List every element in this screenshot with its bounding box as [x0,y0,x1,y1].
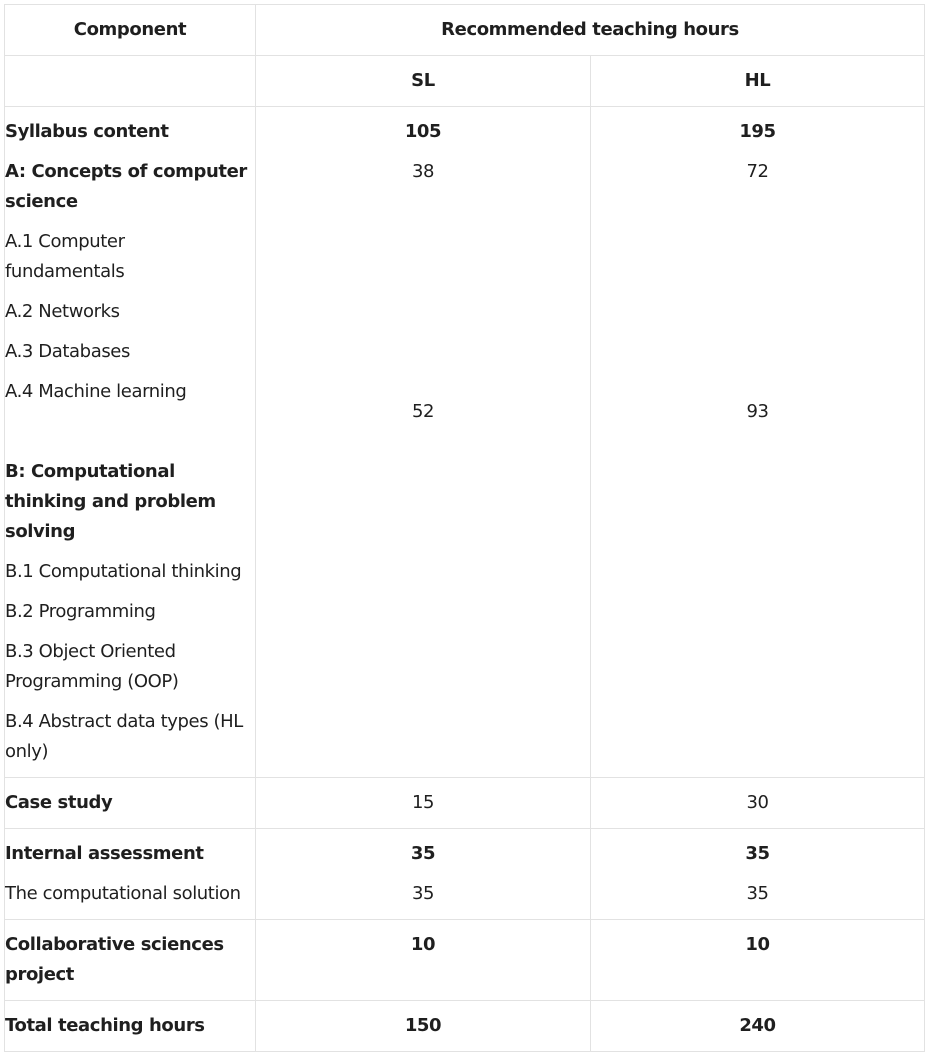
theme-b-label: B: Computational thinking and problem so… [5,461,216,542]
subheader-empty [4,55,256,107]
internal-assessment-sl-value: 35 [410,843,436,864]
header-row: Component Recommended teaching hours [4,4,925,56]
computational-solution-sl-value: 35 [411,883,435,904]
collaborative-project-sl-cell: 10 [255,919,591,1001]
header-hl-label: HL [744,70,771,91]
case-study-hl-value: 30 [746,792,769,813]
internal-assessment-sl-cell: 35 35 [255,828,591,920]
syllabus-sl-cell: 105 38 52 [255,106,591,778]
total-label: Total teaching hours [5,1015,205,1036]
case-study-cell: Case study [4,777,256,829]
topic-a3: A.3 Databases [5,341,130,362]
collaborative-project-hl-cell: 10 [590,919,925,1001]
topic-b3: B.3 Object Oriented Programming (OOP) [5,641,179,692]
header-recommended-label: Recommended teaching hours [441,19,739,40]
collaborative-project-label: Collaborative sciences project [5,934,224,985]
topic-a4: A.4 Machine learning [5,381,187,402]
collaborative-project-cell: Collaborative sciences project [4,919,256,1001]
internal-assessment-label: Internal assessment [5,843,204,864]
total-hl-cell: 240 [590,1000,925,1052]
topic-a2: A.2 Networks [5,301,120,322]
internal-assessment-cell: Internal assessment The computational so… [4,828,256,920]
total-hl-value: 240 [739,1015,776,1036]
case-study-sl-cell: 15 [255,777,591,829]
header-component-label: Component [73,19,187,40]
syllabus-content-label: Syllabus content [5,121,169,142]
topic-b2: B.2 Programming [5,601,156,622]
topic-a1: A.1 Computer fundamentals [5,231,125,282]
theme-a-sl-value: 38 [411,161,435,182]
syllabus-content-cell: Syllabus content A: Concepts of computer… [4,106,256,778]
collaborative-project-sl-value: 10 [410,934,436,955]
topic-b4: B.4 Abstract data types (HL only) [5,711,243,762]
total-sl-value: 150 [404,1015,442,1036]
teaching-hours-table: Component Recommended teaching hours SL … [4,4,925,1052]
total-cell: Total teaching hours [4,1000,256,1052]
case-study-row: Case study 15 30 [4,777,925,829]
syllabus-hl-cell: 195 72 93 [590,106,925,778]
computational-solution-label: The computational solution [5,883,241,904]
syllabus-hl-value: 195 [739,121,776,142]
theme-spacer [5,417,247,457]
header-sl-label: SL [411,70,435,91]
internal-assessment-hl-value: 35 [745,843,770,864]
collaborative-project-row: Collaborative sciences project 10 10 [4,919,925,1001]
theme-b-hl-value: 93 [746,401,769,422]
internal-assessment-row: Internal assessment The computational so… [4,828,925,920]
case-study-label: Case study [5,792,113,813]
syllabus-content-row: Syllabus content A: Concepts of computer… [4,106,925,778]
subheader-row: SL HL [4,55,925,107]
header-recommended-hours: Recommended teaching hours [255,4,925,56]
header-hl: HL [590,55,925,107]
case-study-hl-cell: 30 [590,777,925,829]
theme-a-hl-value: 72 [746,161,769,182]
syllabus-sl-value: 105 [404,121,442,142]
collaborative-project-hl-value: 10 [745,934,770,955]
header-sl: SL [255,55,591,107]
internal-assessment-hl-cell: 35 35 [590,828,925,920]
theme-a-label: A: Concepts of computer science [5,161,247,212]
theme-b-sl-value: 52 [411,401,435,422]
case-study-sl-value: 15 [411,792,435,813]
header-component: Component [4,4,256,56]
topic-b1: B.1 Computational thinking [5,561,242,582]
total-row: Total teaching hours 150 240 [4,1000,925,1052]
computational-solution-hl-value: 35 [746,883,769,904]
total-sl-cell: 150 [255,1000,591,1052]
